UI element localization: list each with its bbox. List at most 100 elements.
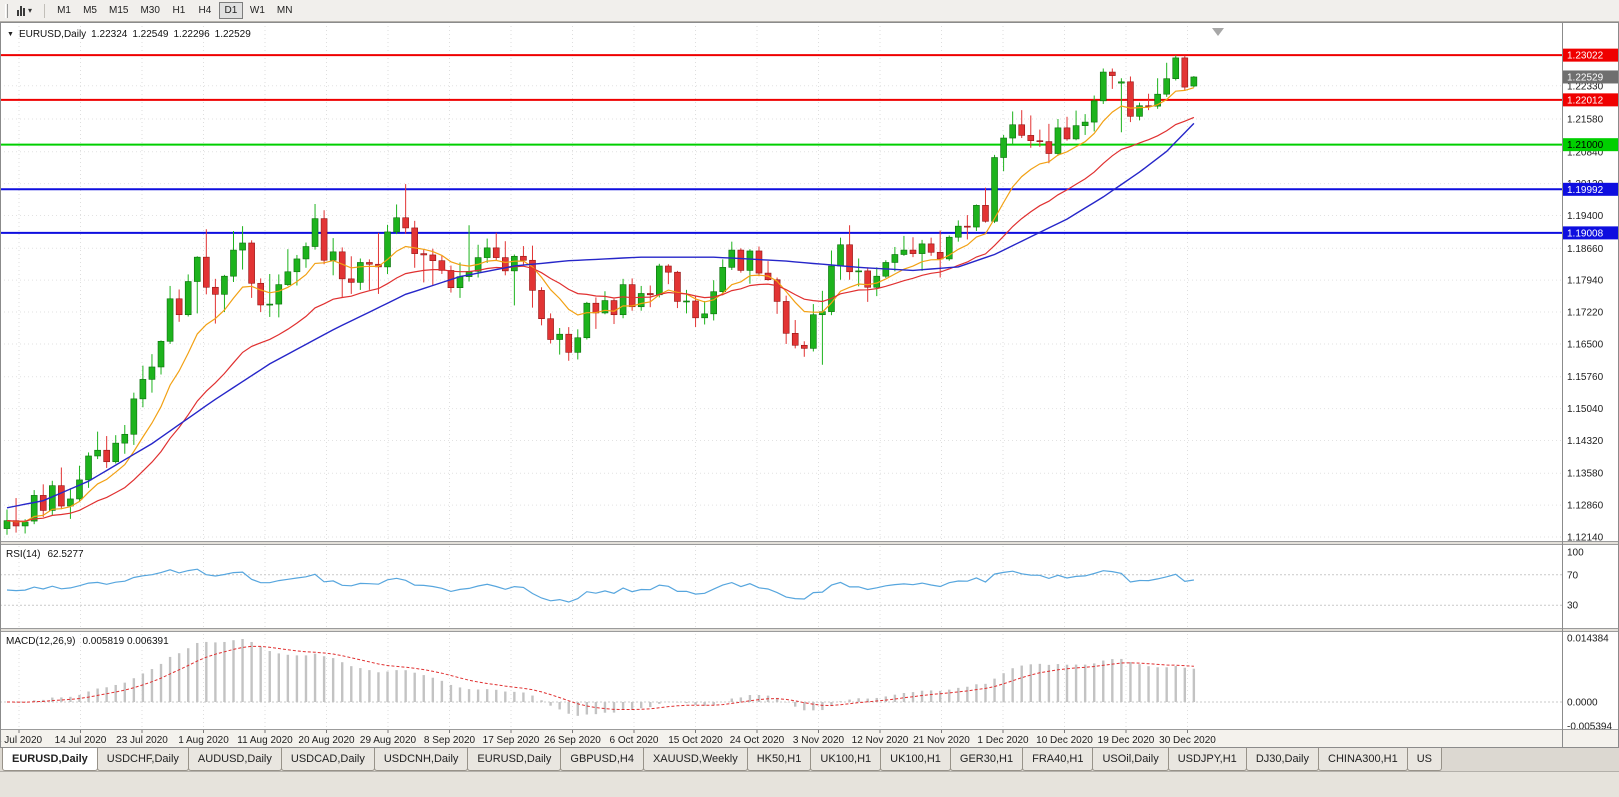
chart-tab-eurusd-daily[interactable]: EURUSD,Daily [2,748,98,771]
chart-tab-uk100-h1[interactable]: UK100,H1 [880,748,951,771]
chart-tab-dj30-daily[interactable]: DJ30,Daily [1245,748,1319,771]
svg-text:1.19008: 1.19008 [1567,228,1604,239]
macd-panel[interactable] [0,633,1562,729]
toolbar-separator [44,3,46,18]
svg-text:23 Jul 2020: 23 Jul 2020 [116,735,168,746]
rsi-value: 62.5277 [47,549,84,560]
svg-text:1 Aug 2020: 1 Aug 2020 [178,735,229,746]
timeframe-buttons: M1 M5 M15 M30 H1 H4 D1 W1 MN [51,2,298,19]
rsi-panel[interactable] [0,546,1562,628]
svg-text:1.15760: 1.15760 [1567,372,1604,383]
svg-text:1.17940: 1.17940 [1567,276,1604,287]
svg-text:-0.005394: -0.005394 [1567,721,1612,732]
chevron-down-icon: ▾ [28,6,33,15]
svg-text:6 Oct 2020: 6 Oct 2020 [610,735,659,746]
svg-text:100: 100 [1567,548,1584,559]
macd-name: MACD(12,26,9) [6,636,76,647]
svg-text:1.18660: 1.18660 [1567,244,1604,255]
svg-text:15 Oct 2020: 15 Oct 2020 [668,735,723,746]
price-axis[interactable] [1563,26,1619,747]
chart-tab-usoil-daily[interactable]: USOil,Daily [1092,748,1169,771]
svg-text:1.15040: 1.15040 [1567,404,1604,415]
svg-text:29 Aug 2020: 29 Aug 2020 [360,735,417,746]
chart-tab-usdchf-daily[interactable]: USDCHF,Daily [96,748,189,771]
svg-text:1.22529: 1.22529 [1567,72,1604,83]
chart-header: ▼ EURUSD,Daily 1.22324 1.22549 1.22296 1… [7,29,251,40]
svg-text:1.22012: 1.22012 [1567,95,1604,106]
svg-text:4 Jul 2020: 4 Jul 2020 [0,735,43,746]
chart-type-button[interactable]: ▾ [13,2,36,20]
timeframe-toolbar: ▾ M1 M5 M15 M30 H1 H4 D1 W1 MN [0,0,1619,22]
timeframe-button-m30[interactable]: M30 [140,5,160,16]
timeframe-button-m1[interactable]: M1 [57,5,71,16]
svg-text:1.14320: 1.14320 [1567,436,1604,447]
macd-values: 0.005819 0.006391 [82,636,169,647]
svg-text:1 Dec 2020: 1 Dec 2020 [977,735,1029,746]
chart-tab-usdcnh-daily[interactable]: USDCNH,Daily [373,748,469,771]
chart-tab-usdjpy-h1[interactable]: USDJPY,H1 [1167,748,1247,771]
status-strip [0,772,1619,797]
chart-tab-eurusd-daily[interactable]: EURUSD,Daily [467,748,562,771]
svg-text:30 Dec 2020: 30 Dec 2020 [1159,735,1216,746]
ohlc-close: 1.22529 [214,29,251,40]
chart-tab-hk50-h1[interactable]: HK50,H1 [746,748,812,771]
time-axis[interactable] [0,730,1562,747]
svg-text:19 Dec 2020: 19 Dec 2020 [1098,735,1155,746]
svg-text:1.22330: 1.22330 [1567,81,1604,92]
timeframe-button-m5[interactable]: M5 [83,5,97,16]
panel-splitter[interactable] [0,540,1619,546]
svg-text:0.014384: 0.014384 [1567,634,1609,645]
svg-text:1.19400: 1.19400 [1567,211,1604,222]
chart-tab-audusd-daily[interactable]: AUDUSD,Daily [187,748,282,771]
svg-text:17 Sep 2020: 17 Sep 2020 [483,735,540,746]
ohlc-open: 1.22324 [91,29,128,40]
chart-tabs-bar: EURUSD,Daily USDCHF,Daily AUDUSD,Daily USDC… [0,748,1619,772]
macd-indicator-label: MACD(12,26,9) 0.005819 0.006391 [6,636,169,647]
svg-text:1.19992: 1.19992 [1567,185,1604,196]
svg-text:21 Nov 2020: 21 Nov 2020 [913,735,970,746]
svg-text:0.0000: 0.0000 [1567,698,1598,709]
svg-text:70: 70 [1567,570,1579,581]
timeframe-button-m15[interactable]: M15 [109,5,129,16]
svg-text:1.21000: 1.21000 [1567,140,1604,151]
timeframe-button-h1[interactable]: H1 [172,5,186,16]
chart-tab-xauusd-weekly[interactable]: XAUUSD,Weekly [642,748,748,771]
chart-tab-ger30-h1[interactable]: GER30,H1 [949,748,1024,771]
svg-text:20 Aug 2020: 20 Aug 2020 [298,735,355,746]
svg-text:1.16500: 1.16500 [1567,339,1604,350]
svg-text:12 Nov 2020: 12 Nov 2020 [852,735,909,746]
svg-text:10 Dec 2020: 10 Dec 2020 [1036,735,1093,746]
svg-text:24 Oct 2020: 24 Oct 2020 [730,735,785,746]
timeframe-button-h4[interactable]: H4 [198,5,212,16]
chart-tab-us[interactable]: US [1406,748,1442,771]
svg-text:1.12860: 1.12860 [1567,501,1604,512]
svg-text:14 Jul 2020: 14 Jul 2020 [55,735,107,746]
svg-text:30: 30 [1567,601,1579,612]
svg-text:11 Aug 2020: 11 Aug 2020 [237,735,293,746]
chart-tab-uk100-h1[interactable]: UK100,H1 [810,748,882,771]
chart-canvas[interactable] [0,26,1562,541]
chart-tab-usdcad-daily[interactable]: USDCAD,Daily [280,748,375,771]
symbol-label: EURUSD,Daily [18,29,87,40]
ohlc-high: 1.22549 [132,29,169,40]
timeframe-button-d1[interactable]: D1 [218,2,243,19]
svg-text:1.20840: 1.20840 [1567,147,1604,158]
timeframe-button-mn[interactable]: MN [276,5,293,16]
symbol-marker-icon: ▼ [7,31,14,38]
bar-chart-icon [17,5,26,16]
svg-text:3 Nov 2020: 3 Nov 2020 [793,735,845,746]
svg-text:26 Sep 2020: 26 Sep 2020 [544,735,601,746]
chart-tab-gbpusd-h4[interactable]: GBPUSD,H4 [560,748,644,771]
rsi-indicator-label: RSI(14) 62.5277 [6,549,84,560]
toolbar-grip[interactable] [5,3,8,18]
chart-tab-china300-h1[interactable]: CHINA300,H1 [1318,748,1408,771]
svg-text:8 Sep 2020: 8 Sep 2020 [424,735,476,746]
panel-splitter[interactable] [0,627,1619,633]
ohlc-low: 1.22296 [173,29,210,40]
timeframe-button-w1[interactable]: W1 [249,5,265,16]
chart-tab-fra40-h1[interactable]: FRA40,H1 [1022,748,1094,771]
svg-text:1.21580: 1.21580 [1567,114,1604,125]
svg-text:1.23022: 1.23022 [1567,51,1604,62]
